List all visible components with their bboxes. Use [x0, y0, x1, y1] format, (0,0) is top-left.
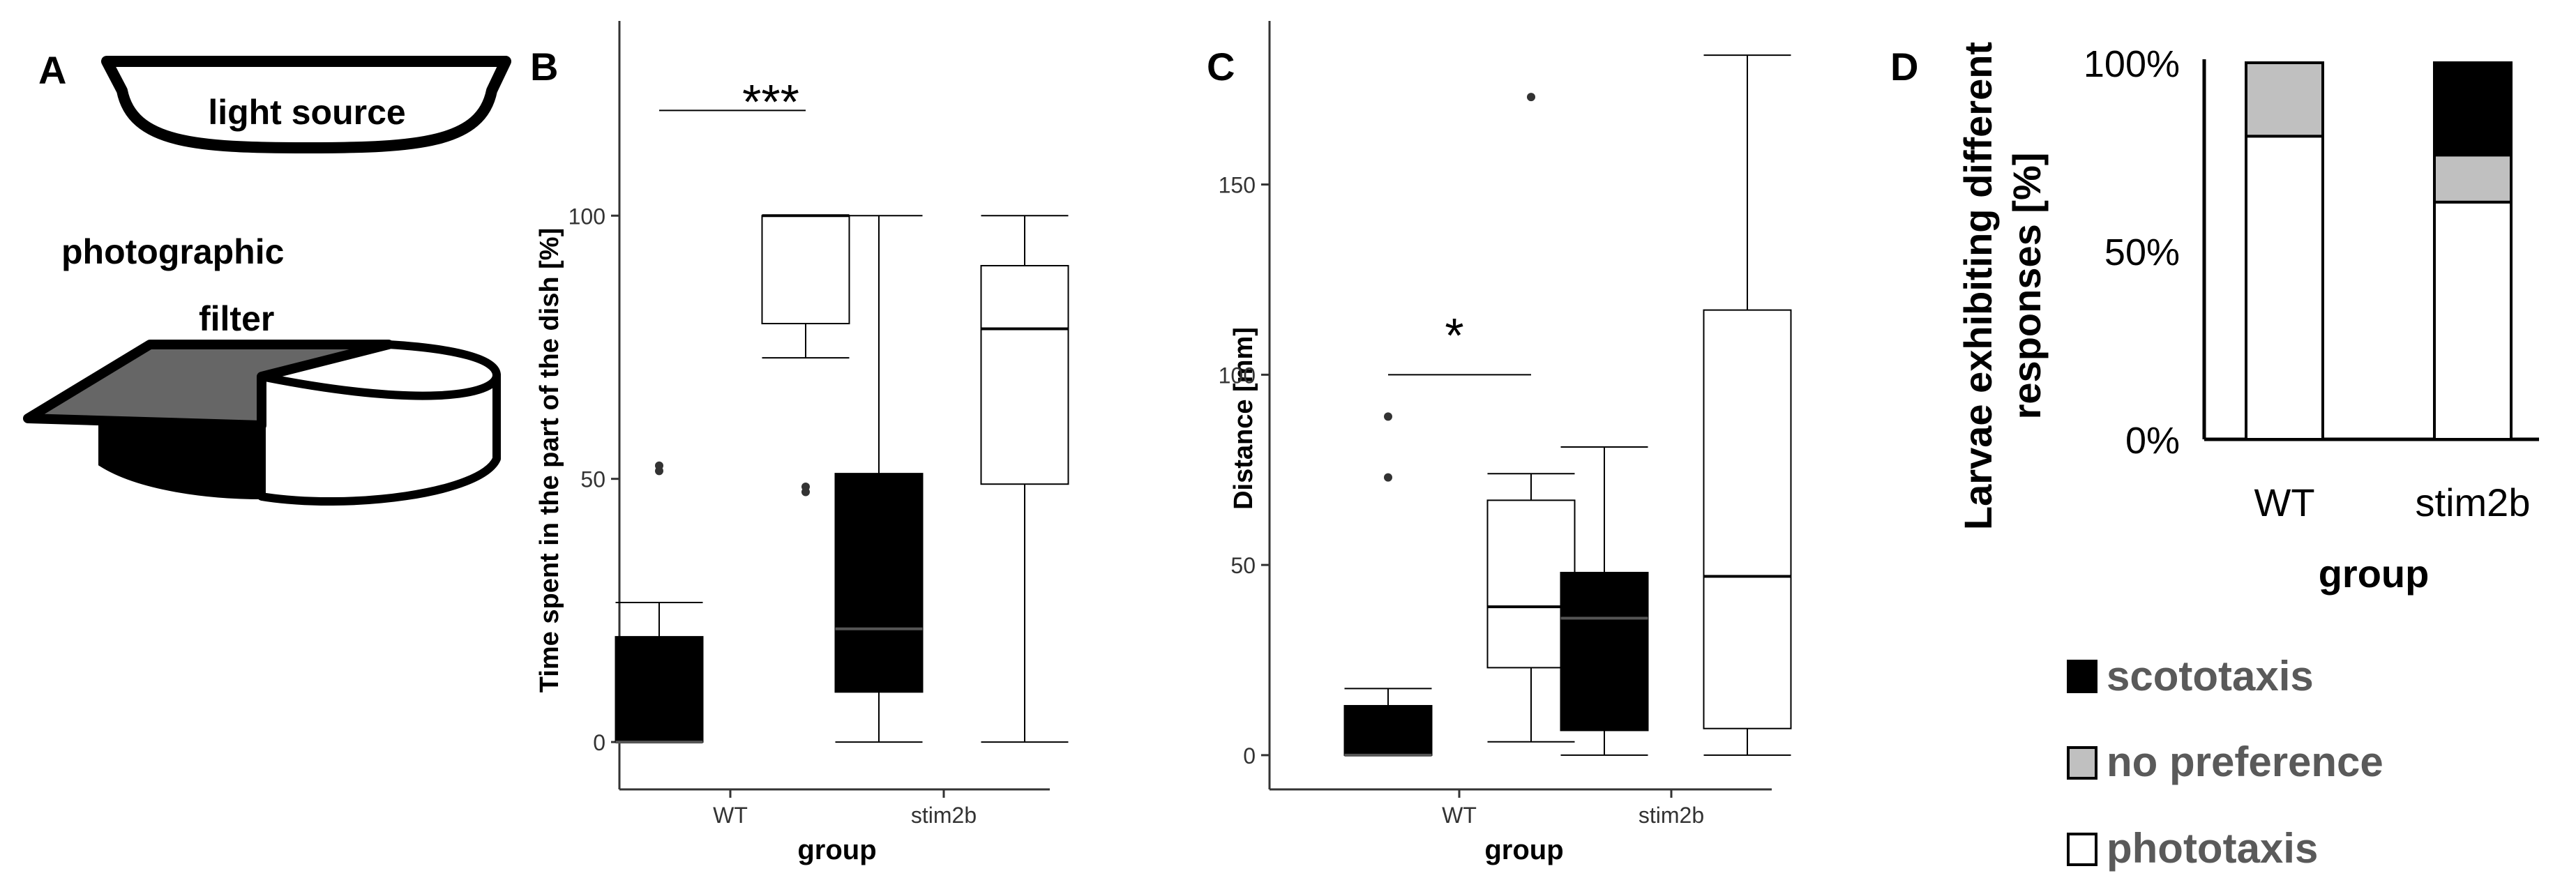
d-legend: scototaxis no preference phototaxis — [2067, 653, 2383, 872]
b-x-axis-label: group — [797, 835, 876, 865]
filter-label-line2: filter — [199, 299, 274, 338]
legend-label-scototaxis: scototaxis — [2107, 653, 2314, 699]
panel-b: B Time spent in the part of the dish [%]… — [530, 21, 1069, 865]
dish-light-top — [257, 340, 501, 400]
b-y-tick-label: 50 — [580, 467, 605, 492]
d-plot-area: 0% 50% 100% WT stim2b — [2084, 43, 2539, 524]
legend-label-phototaxis: phototaxis — [2107, 825, 2318, 872]
photographic-filter — [23, 340, 393, 430]
d-bar-segment-stim2b-no-preference — [2433, 153, 2513, 204]
iqr-box — [980, 264, 1069, 485]
c-x-tick-label: stim2b — [1639, 803, 1704, 828]
d-y-tick-label: 0% — [2125, 420, 2180, 462]
d-bar-segment-stim2b-scototaxis — [2433, 61, 2513, 157]
legend-swatch-no-preference — [2067, 746, 2097, 780]
light-source-shape — [101, 56, 511, 153]
b-box-WT-light — [761, 214, 850, 497]
legend-swatch-phototaxis — [2067, 833, 2097, 866]
c-y-tick-label: 150 — [1219, 173, 1256, 198]
b-x-tick-label: stim2b — [911, 803, 977, 828]
b-y-tick-label: 0 — [593, 730, 605, 755]
d-x-axis-label: group — [2319, 552, 2430, 596]
c-box-stim2b-light — [1703, 54, 1792, 756]
d-y-axis-label-line1: Larvae exhibiting different — [1956, 42, 2000, 530]
panel-a: A light source photographic filter — [23, 48, 511, 506]
b-plot-area: 0 50 100 WT stim2b — [568, 21, 1069, 828]
iqr-box — [1703, 309, 1792, 729]
panel-letter-b: B — [530, 45, 558, 89]
outlier-point — [1384, 473, 1392, 482]
c-y-axis-label: Distance [mm] — [1229, 327, 1258, 510]
iqr-box — [834, 473, 924, 693]
d-x-tick-label: WT — [2254, 480, 2314, 524]
panel-letter-a: A — [38, 48, 66, 92]
c-significance-marker: * — [1445, 308, 1463, 363]
iqr-box — [761, 215, 850, 325]
legend-label-no-preference: no preference — [2107, 738, 2383, 785]
panel-letter-d: D — [1890, 45, 1918, 89]
c-box-stim2b-dark — [1560, 446, 1649, 756]
iqr-box — [615, 636, 704, 743]
c-y-tick-label: 100 — [1219, 363, 1256, 388]
legend-swatch-scototaxis — [2067, 660, 2097, 693]
filter-label-line1: photographic — [61, 232, 284, 271]
c-y-tick-label: 0 — [1243, 743, 1256, 768]
b-box-WT-dark — [615, 461, 704, 744]
c-plot-area: 0 50 100 150 WT stim2b — [1219, 21, 1792, 828]
c-box-WT-dark — [1343, 412, 1433, 757]
outlier-point — [801, 482, 810, 491]
b-box-stim2b-light — [980, 215, 1069, 743]
d-y-tick-label: 50% — [2104, 232, 2180, 273]
dish-light-side — [257, 371, 501, 506]
b-y-tick-label: 100 — [568, 204, 605, 229]
d-y-axis-label-line2: responses [%] — [2005, 153, 2049, 420]
outlier-point — [1384, 412, 1392, 421]
iqr-box — [1560, 572, 1649, 732]
panel-d: D Larvae exhibiting different responses … — [1890, 42, 2539, 872]
b-box-stim2b-dark — [834, 215, 924, 743]
d-bar-segment-WT-no-preference — [2245, 61, 2324, 138]
panel-letter-c: C — [1207, 45, 1235, 89]
d-y-tick-label: 100% — [2084, 43, 2180, 85]
c-x-axis-label: group — [1484, 835, 1563, 865]
outlier-point — [655, 461, 663, 470]
d-bar-segment-stim2b-phototaxis — [2433, 200, 2513, 441]
c-x-tick-label: WT — [1442, 803, 1477, 828]
d-bar-segment-WT-phototaxis — [2245, 135, 2324, 441]
b-x-tick-label: WT — [713, 803, 748, 828]
light-source-label: light source — [208, 93, 405, 132]
d-x-tick-label: stim2b — [2416, 480, 2531, 524]
b-significance-marker: *** — [742, 75, 799, 129]
dish-dark-side — [98, 415, 264, 500]
panel-c: C Distance [mm] group * 0 50 100 150 WT stim2… — [1207, 21, 1792, 865]
c-y-tick-label: 50 — [1230, 553, 1256, 578]
outlier-point — [1527, 93, 1535, 102]
b-y-axis-label: Time spent in the part of the dish [%] — [535, 228, 564, 692]
iqr-box — [1343, 704, 1433, 756]
